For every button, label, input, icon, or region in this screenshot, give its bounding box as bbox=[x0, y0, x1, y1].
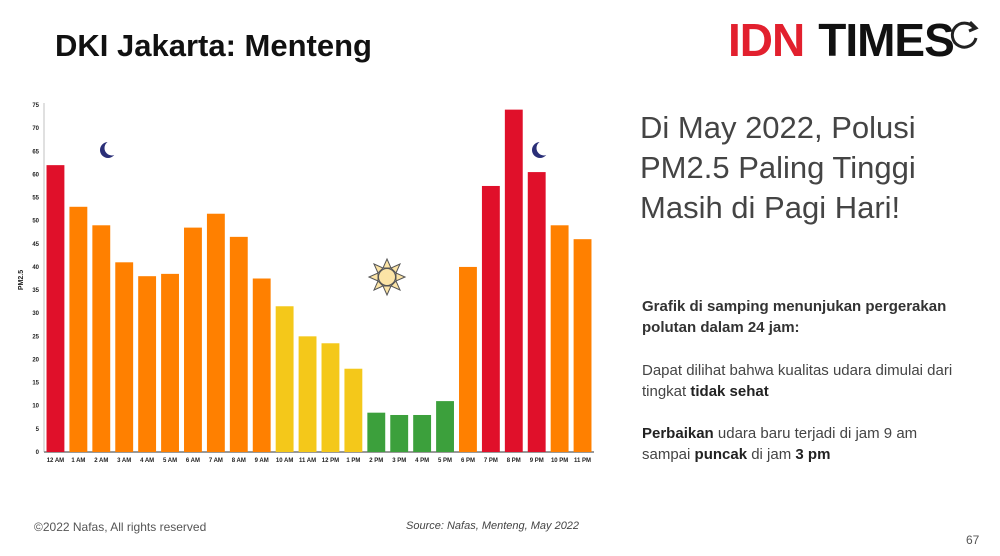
bar bbox=[459, 266, 477, 452]
pm25-bar-chart: 12 AM 1 AM 2 AM 3 AM 4 AM 5 AM 6 AM 7 AM 8 AM 9 A… bbox=[18, 103, 594, 464]
y-tick-label: 75 bbox=[32, 103, 39, 109]
x-tick-label: 5 AM bbox=[163, 458, 177, 464]
x-tick-label: 11 AM bbox=[299, 458, 316, 464]
bar bbox=[298, 336, 317, 452]
y-tick-label: 0 bbox=[36, 450, 40, 456]
bar bbox=[206, 213, 225, 452]
y-tick-label: 25 bbox=[32, 334, 39, 340]
bar bbox=[275, 306, 294, 452]
bar bbox=[573, 239, 592, 452]
bar bbox=[367, 412, 386, 452]
logo-times-text: TIMES bbox=[818, 14, 955, 66]
bar bbox=[481, 185, 500, 452]
headline: Di May 2022, Polusi PM2.5 Paling Tinggi … bbox=[640, 110, 916, 225]
x-tick-label: 1 AM bbox=[71, 458, 85, 464]
bar bbox=[527, 172, 546, 452]
bar bbox=[229, 236, 248, 452]
x-tick-label: 9 PM bbox=[530, 458, 544, 464]
bar bbox=[184, 227, 202, 452]
bar bbox=[344, 368, 363, 452]
x-tick-label: 12 AM bbox=[47, 458, 64, 464]
y-tick-label: 35 bbox=[32, 288, 39, 294]
y-tick-label: 55 bbox=[32, 196, 39, 202]
bar bbox=[321, 343, 340, 452]
moon-icon bbox=[532, 140, 552, 158]
x-tick-label: 7 PM bbox=[484, 458, 498, 464]
x-tick-label: 1 PM bbox=[346, 458, 360, 464]
page-title: DKI Jakarta: Menteng bbox=[55, 28, 372, 63]
x-tick-label: 3 PM bbox=[392, 458, 406, 464]
brand-logo: IDN TIMES bbox=[728, 12, 955, 68]
bar bbox=[252, 278, 271, 452]
improvement-note: Perbaikan udara baru terjadi di jam 9 am… bbox=[642, 425, 918, 463]
x-tick-label: 4 PM bbox=[415, 458, 429, 464]
y-tick-label: 65 bbox=[32, 149, 39, 155]
bar bbox=[161, 273, 179, 452]
x-tick-label: 8 PM bbox=[507, 458, 521, 464]
logo-idn-text: IDN bbox=[728, 14, 805, 66]
y-tick-label: 40 bbox=[32, 265, 39, 271]
copyright-text: ©2022 Nafas, All rights reserved bbox=[34, 520, 207, 534]
x-tick-label: 2 AM bbox=[94, 458, 108, 464]
y-axis-label: PM2.5 bbox=[18, 270, 25, 290]
y-tick-label: 60 bbox=[32, 172, 39, 178]
bar bbox=[390, 414, 409, 452]
x-tick-label: 3 AM bbox=[117, 458, 131, 464]
bar bbox=[115, 262, 134, 452]
x-tick-label: 10 PM bbox=[551, 458, 568, 464]
y-tick-label: 45 bbox=[32, 242, 39, 248]
bar bbox=[436, 401, 454, 452]
moon-icon bbox=[100, 140, 120, 158]
chart-description: Grafik di samping menunjukan pergerakan … bbox=[642, 298, 947, 336]
x-tick-label: 5 PM bbox=[438, 458, 452, 464]
x-tick-label: 6 PM bbox=[461, 458, 475, 464]
x-tick-label: 4 AM bbox=[140, 458, 154, 464]
y-tick-label: 50 bbox=[32, 219, 39, 225]
y-tick-label: 70 bbox=[32, 126, 39, 132]
bar bbox=[413, 414, 432, 452]
y-tick-label: 15 bbox=[32, 381, 39, 387]
bar bbox=[550, 225, 569, 452]
bar bbox=[504, 109, 523, 453]
x-tick-label: 11 PM bbox=[574, 458, 591, 464]
x-tick-label: 2 PM bbox=[369, 458, 383, 464]
x-tick-label: 8 AM bbox=[232, 458, 246, 464]
quality-note: Dapat dilihat bahwa kualitas udara dimul… bbox=[642, 362, 953, 400]
y-tick-label: 20 bbox=[32, 357, 39, 363]
y-tick-label: 30 bbox=[32, 311, 39, 317]
page-number: 67 bbox=[966, 533, 980, 547]
bar bbox=[69, 206, 88, 452]
bar bbox=[46, 165, 65, 452]
x-tick-label: 10 AM bbox=[276, 458, 293, 464]
y-tick-label: 5 bbox=[36, 427, 40, 433]
x-tick-label: 6 AM bbox=[186, 458, 200, 464]
x-tick-label: 12 PM bbox=[322, 458, 339, 464]
y-tick-label: 10 bbox=[32, 404, 39, 410]
bar bbox=[92, 225, 111, 452]
x-tick-label: 7 AM bbox=[209, 458, 223, 464]
refresh-icon bbox=[950, 20, 979, 49]
sun-icon bbox=[367, 257, 407, 297]
x-tick-label: 9 AM bbox=[255, 458, 269, 464]
bar bbox=[138, 276, 157, 452]
source-text: Source: Nafas, Menteng, May 2022 bbox=[406, 520, 580, 532]
